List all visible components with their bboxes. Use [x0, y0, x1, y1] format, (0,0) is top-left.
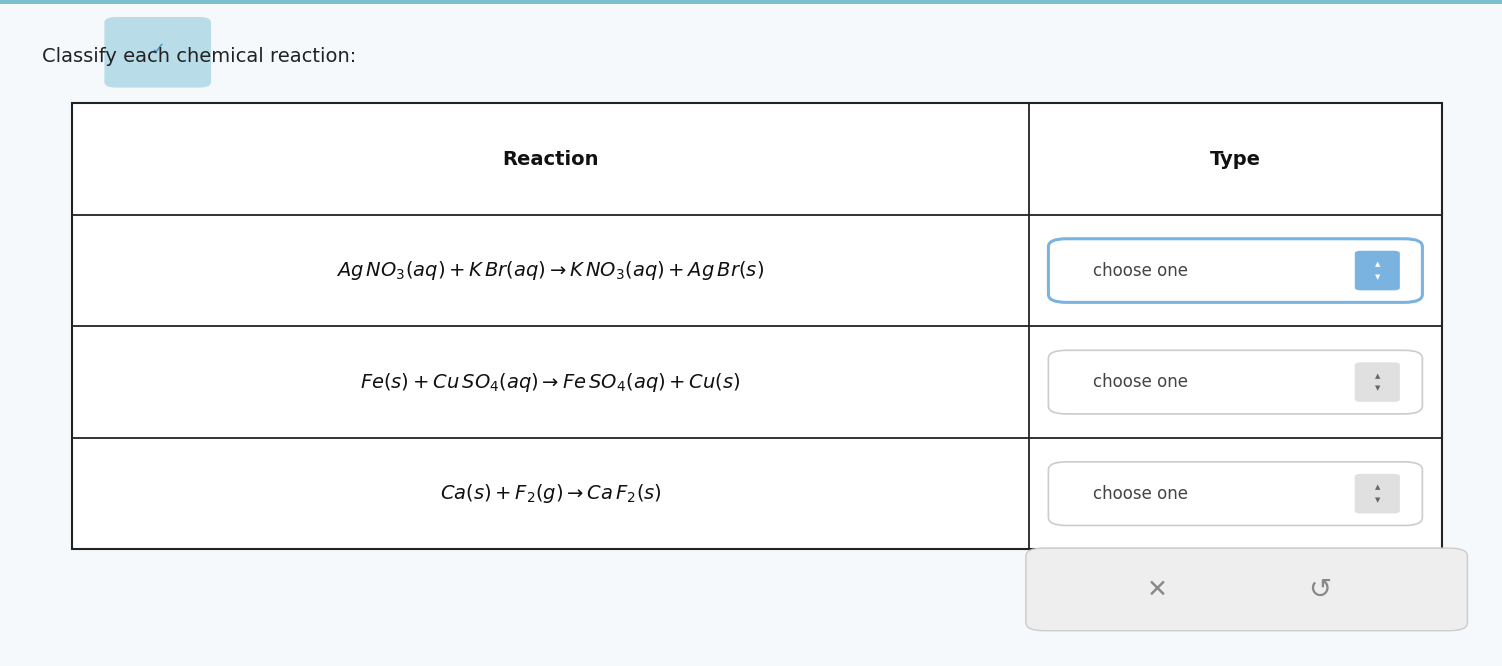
FancyBboxPatch shape — [105, 17, 212, 87]
Text: Classify each chemical reaction:: Classify each chemical reaction: — [42, 47, 356, 66]
Text: choose one: choose one — [1093, 262, 1188, 280]
FancyBboxPatch shape — [1048, 239, 1422, 302]
FancyBboxPatch shape — [0, 0, 1502, 4]
FancyBboxPatch shape — [1048, 462, 1422, 525]
Text: $\mathit{Ag}\,\mathit{NO}_3\mathit{(aq)} + \mathit{K}\,\mathit{Br}\mathit{(aq)} : $\mathit{Ag}\,\mathit{NO}_3\mathit{(aq)}… — [336, 259, 765, 282]
Text: Type: Type — [1211, 149, 1260, 168]
Text: ▼: ▼ — [1374, 274, 1380, 280]
Text: ✕: ✕ — [1148, 577, 1169, 601]
FancyBboxPatch shape — [1355, 251, 1400, 290]
FancyBboxPatch shape — [1355, 474, 1400, 513]
Text: $\mathit{Ca}\mathit{(s)} + \mathit{F}_2\mathit{(g)} \rightarrow \mathit{Ca}\,\ma: $\mathit{Ca}\mathit{(s)} + \mathit{F}_2\… — [440, 482, 661, 505]
FancyBboxPatch shape — [1355, 362, 1400, 402]
Text: ↺: ↺ — [1308, 575, 1331, 603]
Text: choose one: choose one — [1093, 485, 1188, 503]
Text: ▲: ▲ — [1374, 261, 1380, 267]
FancyBboxPatch shape — [1048, 350, 1422, 414]
Text: $\mathit{Fe}\mathit{(s)} + \mathit{Cu}\,\mathit{SO}_4\mathit{(aq)} \rightarrow \: $\mathit{Fe}\mathit{(s)} + \mathit{Cu}\,… — [360, 370, 740, 394]
Text: choose one: choose one — [1093, 373, 1188, 391]
Text: ▲: ▲ — [1374, 373, 1380, 379]
Text: ▼: ▼ — [1374, 497, 1380, 503]
FancyBboxPatch shape — [72, 103, 1442, 549]
FancyBboxPatch shape — [1026, 548, 1467, 631]
Text: ✓: ✓ — [150, 41, 165, 59]
Text: ▲: ▲ — [1374, 484, 1380, 490]
Text: ▼: ▼ — [1374, 386, 1380, 392]
Text: Reaction: Reaction — [502, 149, 599, 168]
